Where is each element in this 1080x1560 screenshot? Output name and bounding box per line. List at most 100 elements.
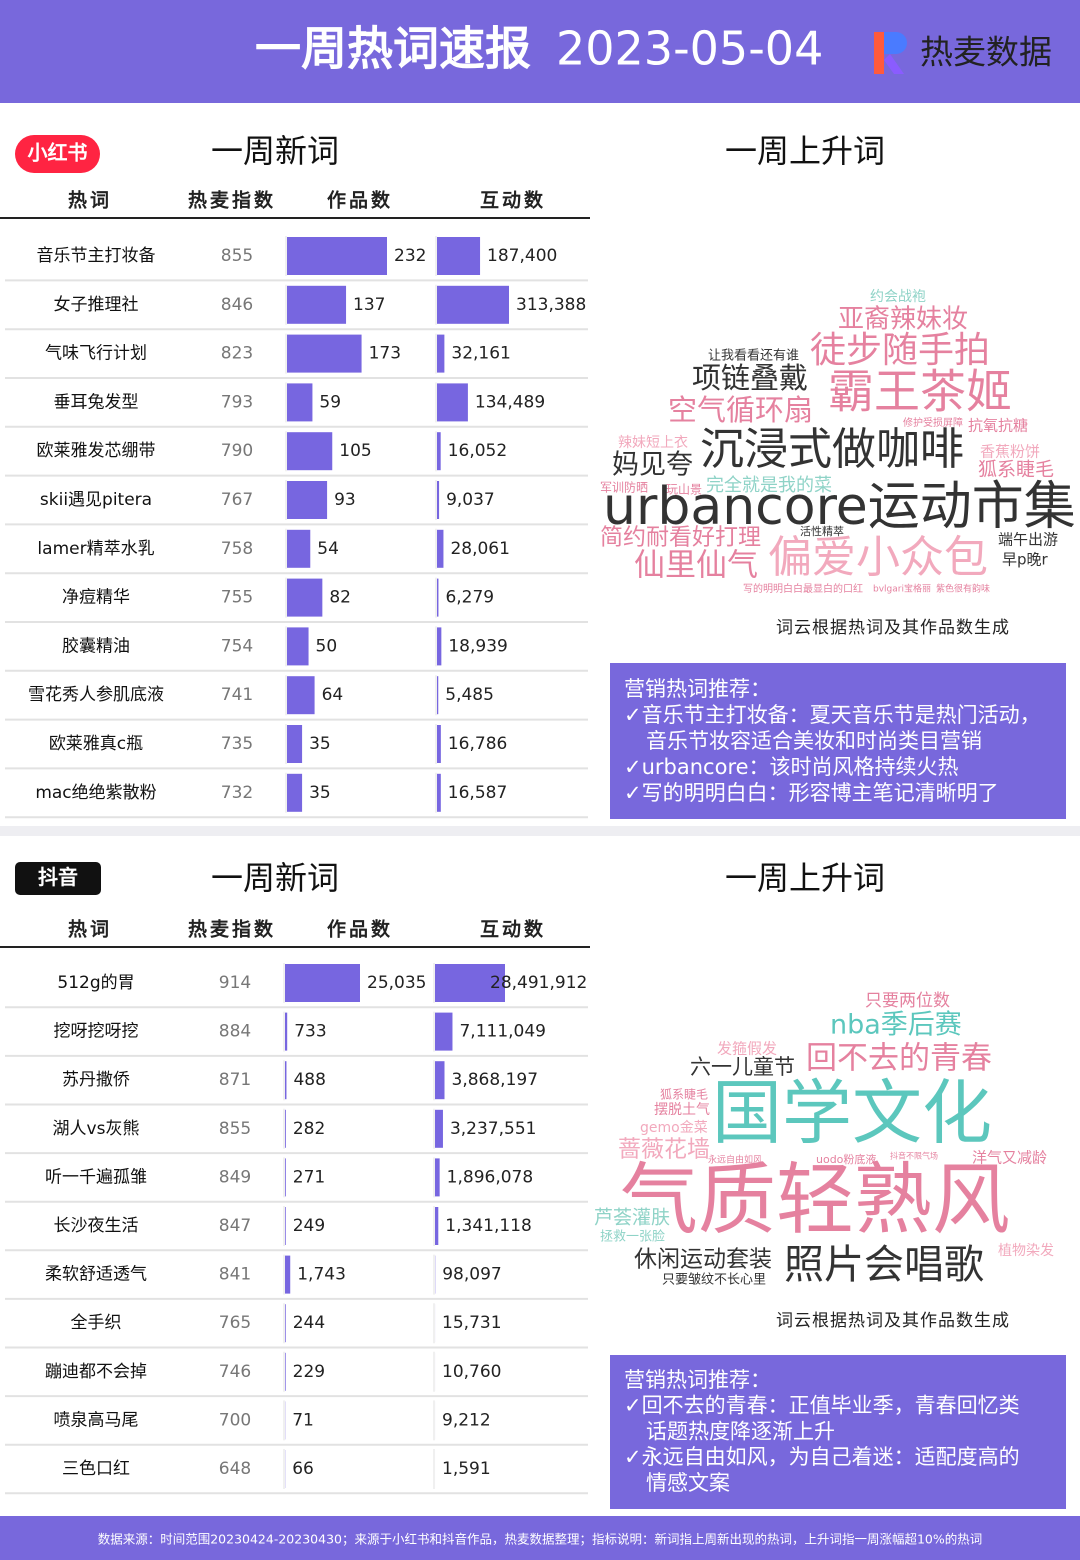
heat-index: 855: [221, 246, 253, 266]
heat-index: 914: [219, 973, 251, 993]
platform-logo: [15, 135, 100, 173]
heat-index: 841: [219, 1265, 251, 1285]
heat-index: 735: [221, 734, 253, 754]
cloud-word: 早p晚r: [1002, 551, 1049, 569]
recommend-title: 营销热词推荐：: [624, 677, 771, 701]
interactions-label: 5,485: [445, 685, 494, 705]
recommend-line: 情感文案: [646, 1471, 730, 1495]
interactions-label: 1,341,118: [445, 1216, 532, 1236]
cloud-word: 蔷薇花墙: [618, 1137, 710, 1163]
interactions-label: 1,591: [442, 1459, 491, 1479]
interactions-label: 32,161: [451, 344, 510, 364]
column-header: 互动数: [480, 918, 546, 941]
cloud-word: 军训防晒: [600, 480, 648, 495]
hot-word: 长沙夜生活: [54, 1216, 139, 1236]
heat-index: 855: [219, 1119, 251, 1139]
works-label: 488: [293, 1070, 325, 1090]
cloud-word: 简约耐看好打理: [600, 525, 761, 551]
report-date: 2023-05-04: [556, 22, 823, 76]
works-label: 71: [292, 1410, 314, 1430]
works-bar: [285, 1304, 286, 1343]
brand-logo: [874, 32, 907, 74]
works-label: 59: [319, 392, 341, 412]
heat-index: 758: [221, 539, 253, 559]
cloud-word: 回不去的青春: [806, 1041, 992, 1077]
heat-index: 823: [221, 344, 253, 364]
works-bar: [285, 1158, 286, 1197]
interactions-label: 7,111,049: [459, 1022, 546, 1042]
works-bar: [287, 432, 333, 471]
cloud-note: 词云根据热词及其作品数生成: [776, 1311, 1010, 1331]
heat-index: 765: [219, 1313, 251, 1333]
cloud-word: 妈见夸: [612, 450, 693, 481]
works-label: 35: [309, 783, 331, 803]
works-bar: [287, 334, 362, 373]
interactions-bar: [437, 237, 481, 275]
hot-word: 气味飞行计划: [45, 344, 147, 364]
hot-word: 512g的胃: [57, 973, 134, 993]
works-label: 137: [353, 295, 385, 315]
interactions-bar: [437, 578, 439, 617]
heat-index: 849: [219, 1167, 251, 1187]
platform-logo: [15, 862, 101, 895]
hot-word: 净痘精华: [62, 588, 130, 608]
interactions-label: 187,400: [487, 246, 557, 266]
recommend-line: ✓永远自由如风，为自己着迷：适配度高的: [624, 1445, 1020, 1469]
hot-word: 苏丹撒侨: [62, 1070, 130, 1090]
cloud-word: 亚裔辣妹妆: [838, 305, 968, 335]
cloud-word: 摆脱土气: [654, 1102, 710, 1118]
heat-index: 847: [219, 1216, 251, 1236]
heat-index: 884: [219, 1022, 251, 1042]
header-band: [0, 0, 1080, 103]
interactions-bar: [437, 432, 441, 471]
hot-word: 垂耳兔发型: [54, 392, 139, 412]
interactions-label: 15,731: [442, 1313, 501, 1333]
hot-word: skii遇见pitera: [40, 490, 152, 510]
cloud-word: 发箍假发: [717, 1040, 777, 1058]
hot-word: 雪花秀人参肌底液: [28, 685, 164, 705]
cloud-word: 辣妹短上衣: [618, 435, 688, 451]
interactions-bar: [437, 627, 442, 666]
works-bar: [285, 964, 360, 1002]
interactions-label: 28,061: [450, 539, 509, 559]
interactions-bar: [437, 676, 439, 715]
cloud-word: 香蕉粉饼: [980, 443, 1040, 461]
heat-index: 871: [219, 1070, 251, 1090]
works-bar: [287, 578, 323, 617]
cloud-word: 仙里仙气: [634, 548, 758, 584]
works-bar: [285, 1207, 286, 1245]
cloud-word: 照片会唱歌: [784, 1242, 984, 1288]
interactions-bar: [435, 1207, 439, 1245]
hot-word: 欧莱雅真c瓶: [49, 734, 143, 754]
hot-word: 音乐节主打妆备: [37, 246, 156, 266]
hot-word: 挖呀挖呀挖: [54, 1022, 139, 1042]
cloud-word: urbancore运动市集: [603, 477, 1076, 537]
works-label: 1,743: [297, 1265, 346, 1285]
interactions-bar: [437, 334, 445, 373]
works-label: 50: [316, 636, 338, 656]
logo-bowl: [884, 32, 907, 54]
interactions-label: 1,896,078: [447, 1167, 534, 1187]
interactions-label: 3,237,551: [450, 1119, 537, 1139]
cloud-word: 国学文化: [712, 1072, 992, 1154]
interactions-bar: [437, 773, 441, 812]
cloud-word: 写的明明白白最显白的口红: [743, 582, 863, 595]
interactions-bar: [435, 1158, 440, 1197]
new-words-title: 一周新词: [211, 132, 339, 170]
cloud-word: 拯救一张脸: [600, 1229, 665, 1245]
cloud-word: nba季后赛: [830, 1010, 962, 1041]
cloud-word: 气质轻熟风: [620, 1155, 1010, 1245]
hot-word: 听一千遍孤雏: [45, 1167, 147, 1187]
cloud-word: 洋气又减龄: [972, 1149, 1047, 1167]
interactions-bar: [437, 481, 440, 519]
hot-word: 胶囊精油: [62, 636, 130, 656]
cloud-word: 抖音不限气场: [890, 1151, 938, 1161]
works-label: 249: [293, 1216, 325, 1236]
works-label: 64: [322, 685, 344, 705]
recommend-title: 营销热词推荐：: [624, 1368, 771, 1392]
column-header: 热词: [68, 189, 112, 212]
cloud-word: 抗氧抗糖: [968, 417, 1028, 435]
interactions-bar: [437, 285, 509, 324]
interactions-label: 18,939: [448, 636, 507, 656]
